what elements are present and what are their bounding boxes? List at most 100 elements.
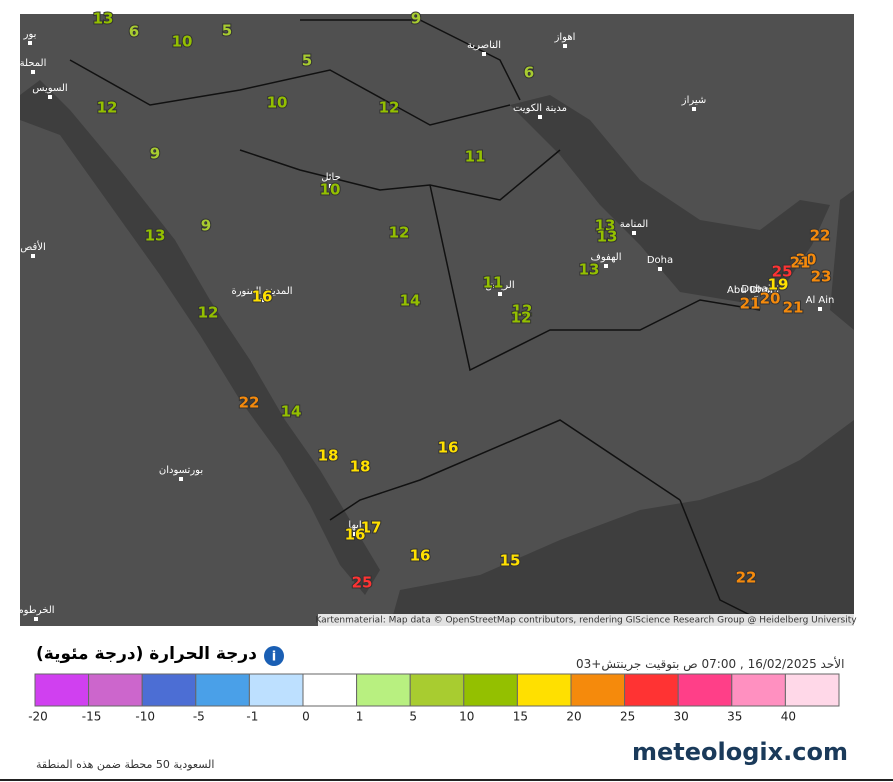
legend-tick: 40 — [781, 710, 796, 724]
temperature: 16 — [345, 526, 366, 544]
temperature: 14 — [281, 403, 302, 421]
temperature: 12 — [97, 99, 118, 117]
legend-tick: 15 — [513, 710, 528, 724]
temperature: 14 — [400, 292, 421, 310]
place-label: اهواز — [554, 32, 576, 43]
place-dot — [31, 70, 35, 74]
legend-swatch — [624, 673, 679, 707]
info-icon-glyph: i — [272, 650, 276, 665]
temperature: 5 — [302, 52, 312, 70]
legend-tick: 30 — [674, 710, 689, 724]
place-dot — [604, 264, 608, 268]
temperature: 10 — [172, 33, 193, 51]
place-label: بور — [23, 29, 37, 40]
legend-swatch — [409, 673, 465, 707]
place-dot — [482, 52, 486, 56]
place-dot — [31, 254, 35, 258]
temperature: 23 — [811, 268, 832, 286]
temperature: 11 — [465, 148, 486, 166]
legend-swatch — [516, 673, 572, 707]
place-label: Al Ain — [806, 295, 835, 306]
temperature: 20 — [796, 251, 817, 269]
temperature: 18 — [318, 447, 339, 465]
place-dot — [34, 617, 38, 621]
place-label: السويس — [32, 83, 67, 94]
place-label: الأقص — [20, 240, 46, 253]
borders — [69, 19, 761, 621]
legend-tick: 10 — [459, 710, 474, 724]
legend-swatch — [784, 673, 840, 707]
timestamp: الأحد 16/02/2025 , 07:00 ص بتوقيت جرينتش… — [576, 657, 845, 671]
temperature: 10 — [267, 94, 288, 112]
legend-tick: 35 — [727, 710, 742, 724]
temperature: 22 — [239, 394, 260, 412]
place-label: الناصرية — [467, 40, 501, 51]
attribution: Kartenmaterial: Map data © OpenStreetMap… — [315, 616, 857, 626]
legend-swatch — [302, 673, 358, 707]
place-dot — [751, 297, 755, 301]
info-icon[interactable] — [264, 646, 284, 666]
place-dot — [353, 532, 357, 536]
legend-tick: 5 — [409, 710, 417, 724]
temperature: 16 — [252, 288, 273, 306]
temperature: 16 — [410, 547, 431, 565]
place-dot — [28, 41, 32, 45]
temperature: 13 — [93, 10, 114, 28]
place-dot — [658, 267, 662, 271]
temperature: 13 — [595, 217, 616, 235]
place-label: Doha — [647, 255, 673, 266]
temperature: 15 — [500, 552, 521, 570]
temperature: 21 — [740, 295, 761, 313]
place-label: المحلة — [20, 58, 47, 69]
legend-tick: 20 — [566, 710, 581, 724]
legend-swatch — [141, 673, 197, 707]
temperature: 20 — [760, 290, 781, 308]
temperature: 12 — [198, 304, 219, 322]
temperature: 16 — [438, 439, 459, 457]
temperature: 10 — [320, 181, 341, 199]
legend-swatch — [731, 673, 786, 707]
place-label: المنامة — [620, 219, 648, 230]
temperature: 11 — [483, 274, 504, 292]
place-dot — [818, 307, 822, 311]
legend-swatch — [248, 673, 304, 707]
place-dot — [632, 231, 636, 235]
gulf-of-oman — [830, 190, 854, 330]
temperature: 22 — [810, 227, 831, 245]
place-label: المدينة المنورة — [231, 286, 292, 297]
temperature: 13 — [579, 261, 600, 279]
temperature: 21 — [783, 299, 804, 317]
legend-swatch — [34, 673, 90, 707]
temperature: 13 — [145, 227, 166, 245]
gulf — [510, 95, 830, 302]
place-label: الرياض — [485, 280, 514, 291]
temperature: 9 — [150, 145, 160, 163]
legend-swatch — [195, 673, 250, 707]
logo[interactable]: meteologix.com — [632, 738, 848, 766]
temperature: 6 — [524, 64, 534, 82]
place-dot — [329, 184, 333, 188]
place-dot — [692, 107, 696, 111]
temperature: 9 — [411, 10, 421, 28]
temperature: 9 — [201, 217, 211, 235]
place-dot — [179, 477, 183, 481]
temperature: 25 — [352, 574, 373, 592]
place-label: حائل — [321, 172, 341, 183]
temperature: 19 — [768, 276, 789, 294]
arabian-sea — [390, 420, 854, 626]
legend-swatch — [570, 673, 626, 707]
place-dot — [260, 298, 264, 302]
legend-tick: -1 — [246, 710, 258, 724]
temperature: 6 — [129, 23, 139, 41]
place-label: Dubai — [741, 284, 770, 295]
temperature: 17 — [361, 519, 382, 537]
legend-tick: -20 — [28, 710, 48, 724]
place-label: شيراز — [681, 95, 707, 106]
legend-swatch — [463, 673, 518, 707]
temperature: 22 — [736, 569, 757, 587]
place-dot — [563, 44, 567, 48]
temperature: 12 — [379, 99, 400, 117]
place-label: الهفوف — [590, 252, 621, 263]
